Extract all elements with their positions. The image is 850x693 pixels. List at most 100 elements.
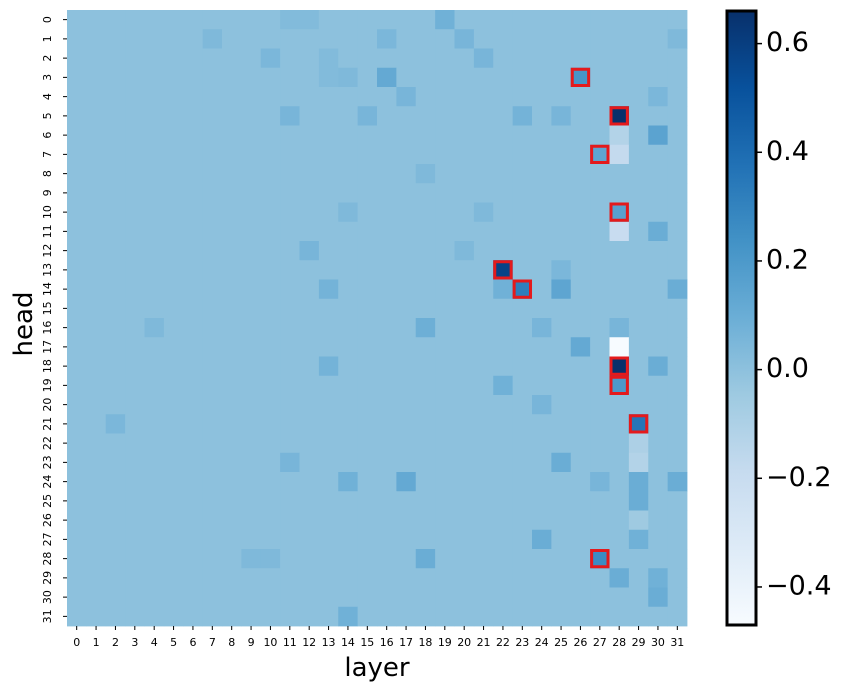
heatmap-cell bbox=[222, 279, 242, 300]
heatmap-cell bbox=[590, 106, 610, 126]
heatmap-cell bbox=[280, 452, 300, 473]
heatmap-cell bbox=[241, 221, 262, 242]
x-axis-ticks: 0 1 2 3 4 5 6 7 8 9 10 11 12 13 14 15 16 17 18 19 20 21 22 23 24… bbox=[73, 626, 684, 649]
heatmap-cell bbox=[396, 106, 417, 126]
heatmap-cell bbox=[163, 10, 184, 30]
heatmap-cell bbox=[609, 414, 630, 434]
heatmap-cell bbox=[590, 202, 610, 223]
heatmap-cell bbox=[299, 472, 320, 492]
heatmap-cell bbox=[280, 221, 300, 242]
heatmap-cell bbox=[299, 279, 320, 300]
heatmap-cell bbox=[222, 221, 242, 242]
heatmap-cell bbox=[67, 510, 87, 531]
heatmap-cell bbox=[338, 260, 359, 280]
heatmap-cell bbox=[396, 298, 417, 319]
heatmap-cell bbox=[628, 67, 649, 88]
heatmap-cell bbox=[532, 472, 552, 492]
heatmap-cell bbox=[67, 549, 87, 569]
heatmap-cell bbox=[280, 202, 300, 223]
heatmap-cell bbox=[86, 260, 107, 280]
heatmap-cell bbox=[551, 337, 572, 357]
heatmap-cell bbox=[299, 395, 320, 415]
x-tick-label: 28 bbox=[612, 636, 626, 649]
heatmap-cell bbox=[415, 414, 436, 434]
heatmap-cell bbox=[318, 183, 339, 203]
heatmap-cell bbox=[144, 375, 165, 396]
heatmap-cell bbox=[473, 337, 494, 357]
heatmap-cell bbox=[551, 279, 572, 300]
heatmap-cell bbox=[493, 144, 514, 165]
heatmap-cell bbox=[202, 549, 223, 569]
heatmap-cell bbox=[357, 318, 378, 338]
heatmap-cell bbox=[86, 87, 107, 107]
heatmap-cell bbox=[163, 183, 184, 203]
heatmap-cell bbox=[125, 452, 145, 473]
heatmap-cell bbox=[318, 10, 339, 30]
heatmap-cell bbox=[67, 491, 87, 511]
heatmap-cell bbox=[183, 452, 204, 473]
x-tick-label: 30 bbox=[651, 636, 665, 649]
heatmap-cell bbox=[125, 549, 145, 569]
heatmap-cell bbox=[260, 529, 281, 550]
heatmap-cell bbox=[222, 491, 242, 511]
heatmap-cell bbox=[532, 164, 552, 184]
heatmap-cell bbox=[338, 48, 359, 69]
heatmap-cell bbox=[473, 452, 494, 473]
heatmap-cell bbox=[628, 144, 649, 165]
heatmap-cell bbox=[67, 48, 87, 69]
heatmap-cell bbox=[512, 298, 533, 319]
heatmap-cell bbox=[570, 606, 591, 627]
heatmap-cell bbox=[609, 337, 630, 357]
heatmap-cell bbox=[125, 202, 145, 223]
heatmap-cell bbox=[473, 414, 494, 434]
heatmap-cell bbox=[163, 279, 184, 300]
heatmap-cell bbox=[667, 337, 688, 357]
heatmap-cell bbox=[396, 87, 417, 107]
heatmap-cell bbox=[454, 298, 475, 319]
heatmap-cell bbox=[377, 144, 397, 165]
heatmap-cell bbox=[241, 202, 262, 223]
heatmap-cell bbox=[609, 202, 630, 223]
heatmap-cell bbox=[532, 318, 552, 338]
heatmap-cell bbox=[454, 279, 475, 300]
heatmap-cell bbox=[105, 298, 126, 319]
heatmap-cell bbox=[125, 10, 145, 30]
x-tick-label: 12 bbox=[302, 636, 316, 649]
x-axis-label: layer bbox=[344, 653, 410, 683]
heatmap-cell bbox=[590, 414, 610, 434]
heatmap-cell bbox=[609, 375, 630, 396]
heatmap-cell bbox=[144, 183, 165, 203]
heatmap-cell bbox=[241, 510, 262, 531]
heatmap-cell bbox=[357, 587, 378, 608]
heatmap-cell bbox=[299, 87, 320, 107]
heatmap-cell bbox=[435, 144, 455, 165]
heatmap-cell bbox=[86, 318, 107, 338]
heatmap-cell bbox=[454, 125, 475, 146]
heatmap-cell bbox=[667, 48, 688, 69]
heatmap-cell bbox=[396, 414, 417, 434]
heatmap-cell bbox=[628, 337, 649, 357]
heatmap-cell bbox=[493, 568, 514, 588]
heatmap-cell bbox=[338, 587, 359, 608]
heatmap-cell bbox=[222, 202, 242, 223]
heatmap-cell bbox=[532, 48, 552, 69]
heatmap-cell bbox=[86, 125, 107, 146]
heatmap-cell bbox=[163, 318, 184, 338]
heatmap-cell bbox=[493, 183, 514, 203]
heatmap-cell bbox=[648, 279, 669, 300]
heatmap-cell bbox=[163, 106, 184, 126]
heatmap-cell bbox=[473, 472, 494, 492]
heatmap-cell bbox=[570, 87, 591, 107]
heatmap-cell bbox=[590, 164, 610, 184]
heatmap-cell bbox=[260, 183, 281, 203]
heatmap-cell bbox=[454, 510, 475, 531]
heatmap-cell bbox=[202, 29, 223, 49]
heatmap-cell bbox=[667, 106, 688, 126]
x-tick-label: 16 bbox=[380, 636, 394, 649]
y-tick-label: 30 bbox=[41, 590, 54, 604]
x-tick-label: 17 bbox=[399, 636, 413, 649]
heatmap-cell bbox=[357, 472, 378, 492]
heatmap-cell bbox=[377, 202, 397, 223]
heatmap-cell bbox=[473, 568, 494, 588]
heatmap-cell bbox=[590, 221, 610, 242]
